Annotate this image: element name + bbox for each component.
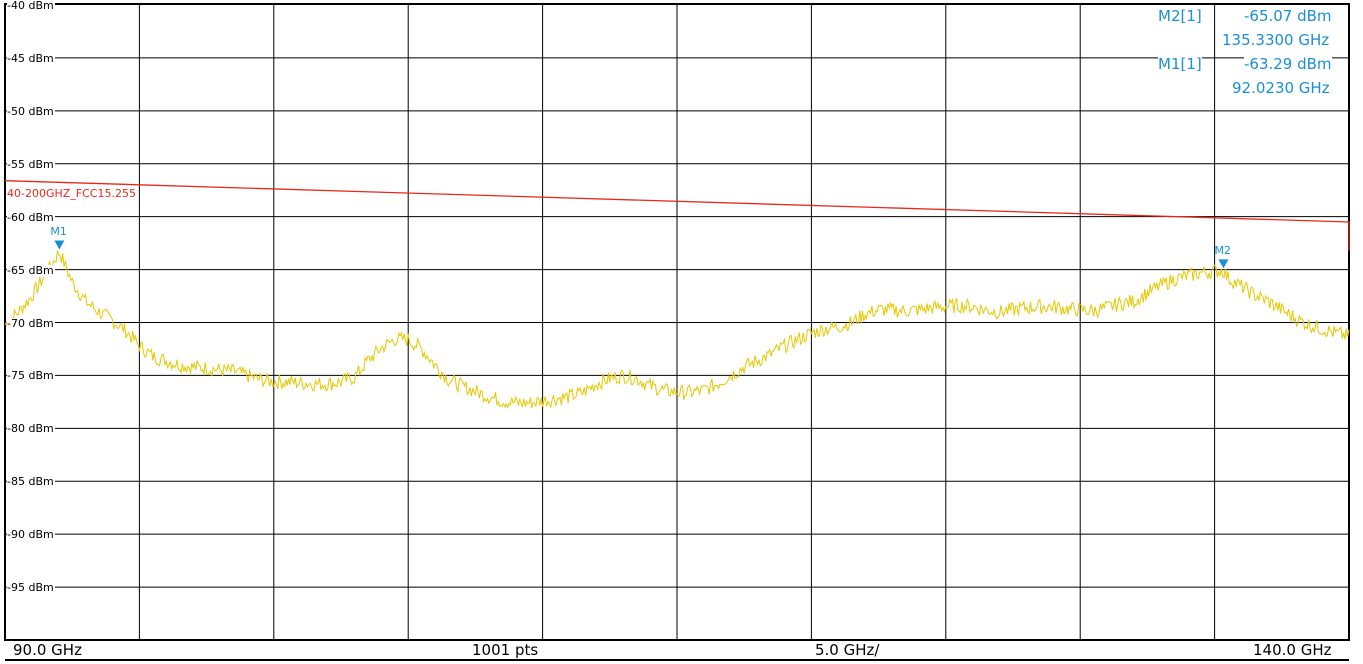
limit-line-path (4, 180, 1350, 251)
y-tick-label: -40 dBm (7, 0, 55, 12)
grid-lines (5, 5, 1349, 640)
y-tick-label: -90 dBm (7, 528, 55, 542)
y-tick-label: -80 dBm (7, 422, 55, 436)
limit-line (4, 180, 1350, 251)
marker-m1-icon (54, 240, 65, 250)
trace-path (4, 250, 1350, 410)
m2-readout-frequency: 135.3300 GHz (1222, 31, 1330, 49)
y-tick-label: -70 dBm (7, 316, 55, 330)
m1-readout-name: M1[1] (1158, 55, 1202, 73)
marker-m2-label: M2 (1214, 244, 1231, 258)
m1-readout-frequency: 92.0230 GHz (1232, 79, 1330, 97)
y-tick-label: -45 dBm (7, 51, 55, 65)
m2-readout-name: M2[1] (1158, 7, 1202, 25)
y-tick-label: -95 dBm (7, 581, 55, 595)
trace-line (4, 250, 1350, 410)
sweep-points: 1001 pts (472, 641, 539, 659)
footer-bar (5, 641, 1349, 660)
m2-readout-level: -65.07 dBm (1244, 7, 1332, 25)
y-tick-label: -85 dBm (7, 475, 55, 489)
markers (54, 240, 1229, 269)
marker-m2-icon (1218, 259, 1229, 269)
y-tick-label: -75 dBm (7, 369, 55, 383)
y-tick-label: -60 dBm (7, 210, 55, 224)
stop-frequency: 140.0 GHz (1253, 641, 1332, 659)
span-per-division: 5.0 GHz/ (815, 641, 880, 659)
y-tick-label: -65 dBm (7, 263, 55, 277)
y-tick-label: -55 dBm (7, 157, 55, 171)
start-frequency: 90.0 GHz (13, 641, 82, 659)
m1-readout-level: -63.29 dBm (1244, 55, 1332, 73)
y-tick-label: -50 dBm (7, 104, 55, 118)
limit-line-label: 40-200GHZ_FCC15.255 (7, 187, 136, 200)
marker-m1-label: M1 (50, 225, 67, 239)
